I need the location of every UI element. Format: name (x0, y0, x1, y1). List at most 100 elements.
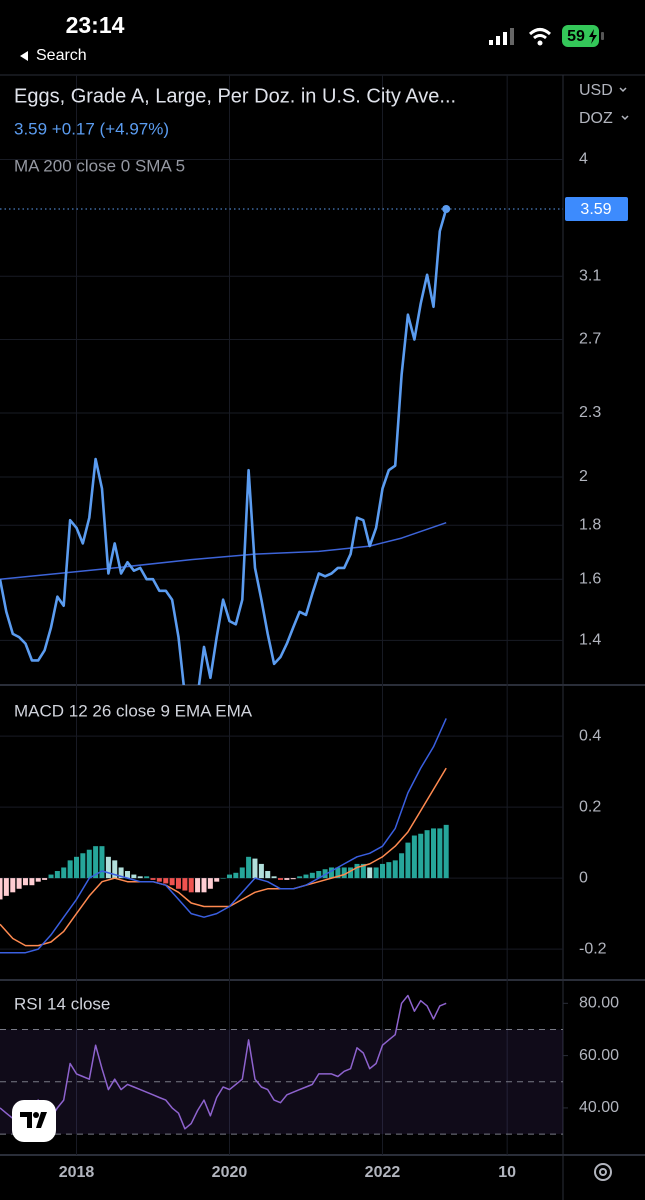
histogram-bar (156, 878, 162, 882)
histogram-bar (411, 835, 417, 879)
settings-icon[interactable] (594, 1163, 612, 1181)
histogram-bar (424, 830, 430, 879)
histogram-bar (443, 824, 449, 879)
histogram-bar (246, 856, 252, 879)
y-tick-label: 3.1 (579, 267, 601, 284)
series-line (0, 718, 447, 954)
series-line (0, 994, 447, 1130)
histogram-bar (373, 867, 379, 879)
y-tick-label: 2.7 (579, 331, 601, 348)
histogram-bar (188, 878, 194, 893)
y-tick-label: 1.4 (579, 632, 601, 649)
battery-level: 59 (567, 28, 585, 45)
histogram-bar (54, 871, 60, 879)
histogram-bar (252, 858, 258, 879)
chart-title: Eggs, Grade A, Large, Per Doz. in U.S. C… (14, 85, 456, 107)
y-tick-label: 80.00 (579, 995, 619, 1012)
clock: 23:14 (66, 12, 125, 38)
histogram-bar (93, 846, 99, 879)
histogram-bar (309, 872, 315, 879)
chevron (621, 115, 629, 121)
histogram-bar (341, 867, 347, 879)
histogram-bar (437, 828, 443, 879)
back-link[interactable]: Search (36, 47, 87, 64)
histogram-bar (379, 863, 385, 879)
y-tick-label: 1.8 (579, 516, 601, 533)
histogram-bar (386, 862, 392, 879)
histogram-bar (239, 867, 245, 879)
macd-title: MACD 12 26 close 9 EMA EMA (14, 701, 253, 720)
histogram-bar (67, 860, 73, 879)
histogram-bar (303, 874, 309, 879)
x-tick-label: 2022 (365, 1164, 401, 1181)
series-line (0, 208, 448, 685)
battery (562, 25, 599, 47)
wifi-icon (528, 28, 552, 40)
histogram-bar (144, 876, 150, 879)
histogram-bar (392, 860, 398, 879)
rsi-title: RSI 14 close (14, 994, 110, 1013)
histogram-bar (214, 878, 220, 882)
y-tick-label: 1.6 (579, 570, 601, 587)
histogram-bar (182, 878, 188, 891)
histogram-bar (348, 867, 354, 879)
histogram-bar (258, 863, 264, 879)
histogram-bar (290, 878, 296, 880)
histogram-bar (354, 863, 360, 879)
unit[interactable]: DOZ (579, 110, 613, 127)
x-tick-label: 2020 (212, 1164, 248, 1181)
x-tick-label: 2018 (59, 1164, 95, 1181)
histogram-bar (220, 878, 226, 879)
histogram-bar (233, 872, 239, 879)
histogram-bar (430, 828, 436, 879)
back-arrow[interactable] (20, 51, 28, 61)
last-price-box (565, 197, 628, 222)
histogram-bar (360, 863, 366, 879)
histogram-bar (367, 867, 373, 879)
histogram-bar (99, 846, 105, 879)
series-line (0, 521, 447, 580)
histogram-bar (35, 878, 41, 882)
plot-layer: 2018 2020 2022 10 1.4 1.6 1.8 2 2.3 2.7 3.1 4 3.59 -0… (0, 75, 628, 1181)
histogram-bar (163, 878, 169, 884)
ma-indicator: MA 200 close 0 SMA 5 (14, 156, 185, 175)
wifi-dot (537, 40, 543, 46)
series-line (0, 767, 447, 947)
histogram-bar (48, 874, 54, 879)
histogram-bar (405, 842, 411, 879)
histogram-bar (271, 876, 277, 879)
histogram-bar (297, 876, 303, 879)
histogram-bar (73, 856, 79, 879)
y-tick-label: 0.4 (579, 727, 601, 744)
chevron (619, 87, 627, 93)
histogram-bar (112, 860, 118, 879)
price-change: 3.59 +0.17 (+4.97%) (14, 119, 169, 138)
y-tick-label: 40.00 (579, 1099, 619, 1116)
y-tick-label: -0.2 (579, 940, 607, 957)
y-tick-label: 0 (579, 869, 588, 886)
histogram-bar (175, 878, 181, 889)
histogram-bar (335, 867, 341, 879)
battery-tip (601, 32, 604, 40)
histogram-bar (201, 878, 207, 893)
histogram-bar (80, 853, 86, 879)
histogram-bar (86, 849, 92, 879)
histogram-bar (316, 871, 322, 879)
histogram-bar (322, 869, 328, 879)
histogram-bar (131, 874, 137, 879)
histogram-bar (265, 871, 271, 879)
histogram-bar (169, 878, 175, 886)
histogram-bar (207, 878, 213, 889)
histogram-bar (284, 878, 290, 880)
signal-icon (489, 28, 514, 45)
currency[interactable]: USD (579, 82, 613, 99)
histogram-bar (118, 867, 124, 879)
histogram-bar (195, 878, 201, 893)
histogram-bar (10, 878, 16, 893)
x-tick-label: 10 (498, 1164, 516, 1181)
histogram-bar (0, 878, 3, 900)
histogram-bar (105, 856, 111, 879)
histogram-bar (328, 867, 334, 879)
